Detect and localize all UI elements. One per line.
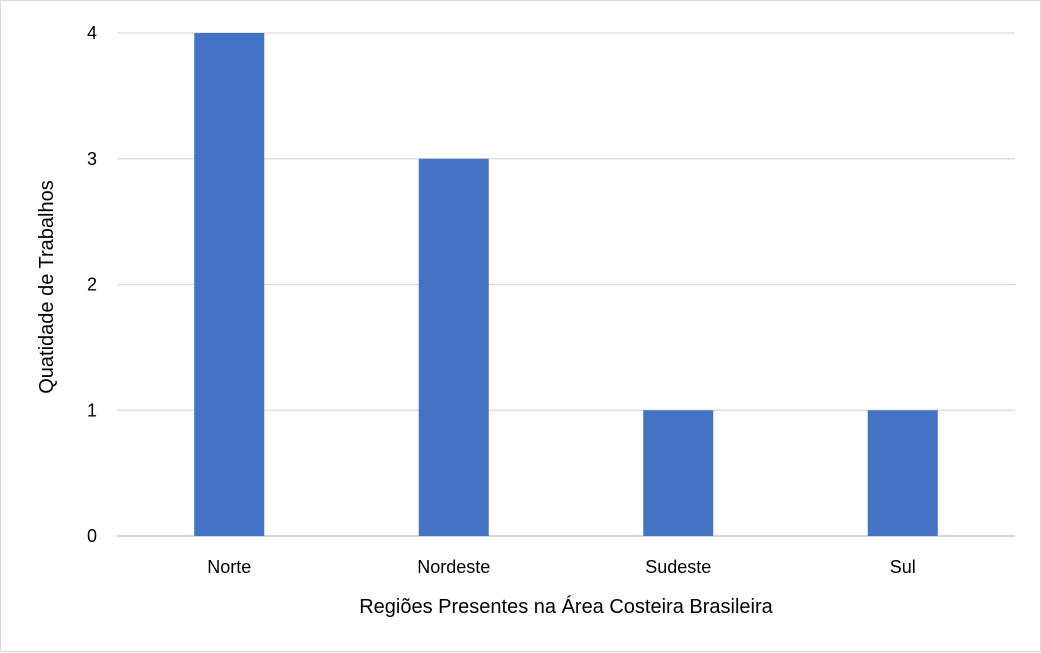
bar-sul bbox=[867, 410, 938, 536]
bars bbox=[194, 33, 938, 536]
x-tick-label: Norte bbox=[207, 557, 251, 577]
y-tick-label: 3 bbox=[87, 149, 97, 169]
x-axis-title: Regiões Presentes na Área Costeira Brasi… bbox=[359, 595, 773, 618]
gridlines bbox=[117, 32, 1015, 537]
bar-sudeste bbox=[643, 410, 714, 536]
x-tick-label: Sul bbox=[890, 557, 916, 577]
y-tick-label: 0 bbox=[87, 526, 97, 546]
y-tick-label: 2 bbox=[87, 275, 97, 295]
bar-norte bbox=[194, 33, 265, 536]
x-tick-labels: Norte Nordeste Sudeste Sul bbox=[207, 557, 916, 577]
y-tick-labels: 0 1 2 3 4 bbox=[87, 23, 97, 546]
y-axis-title: Quatidade de Trabalhos bbox=[36, 180, 58, 394]
x-tick-label: Nordeste bbox=[417, 557, 490, 577]
y-tick-label: 1 bbox=[87, 400, 97, 420]
x-tick-label: Sudeste bbox=[645, 557, 711, 577]
y-tick-label: 4 bbox=[87, 23, 97, 43]
bar-nordeste bbox=[418, 158, 489, 536]
